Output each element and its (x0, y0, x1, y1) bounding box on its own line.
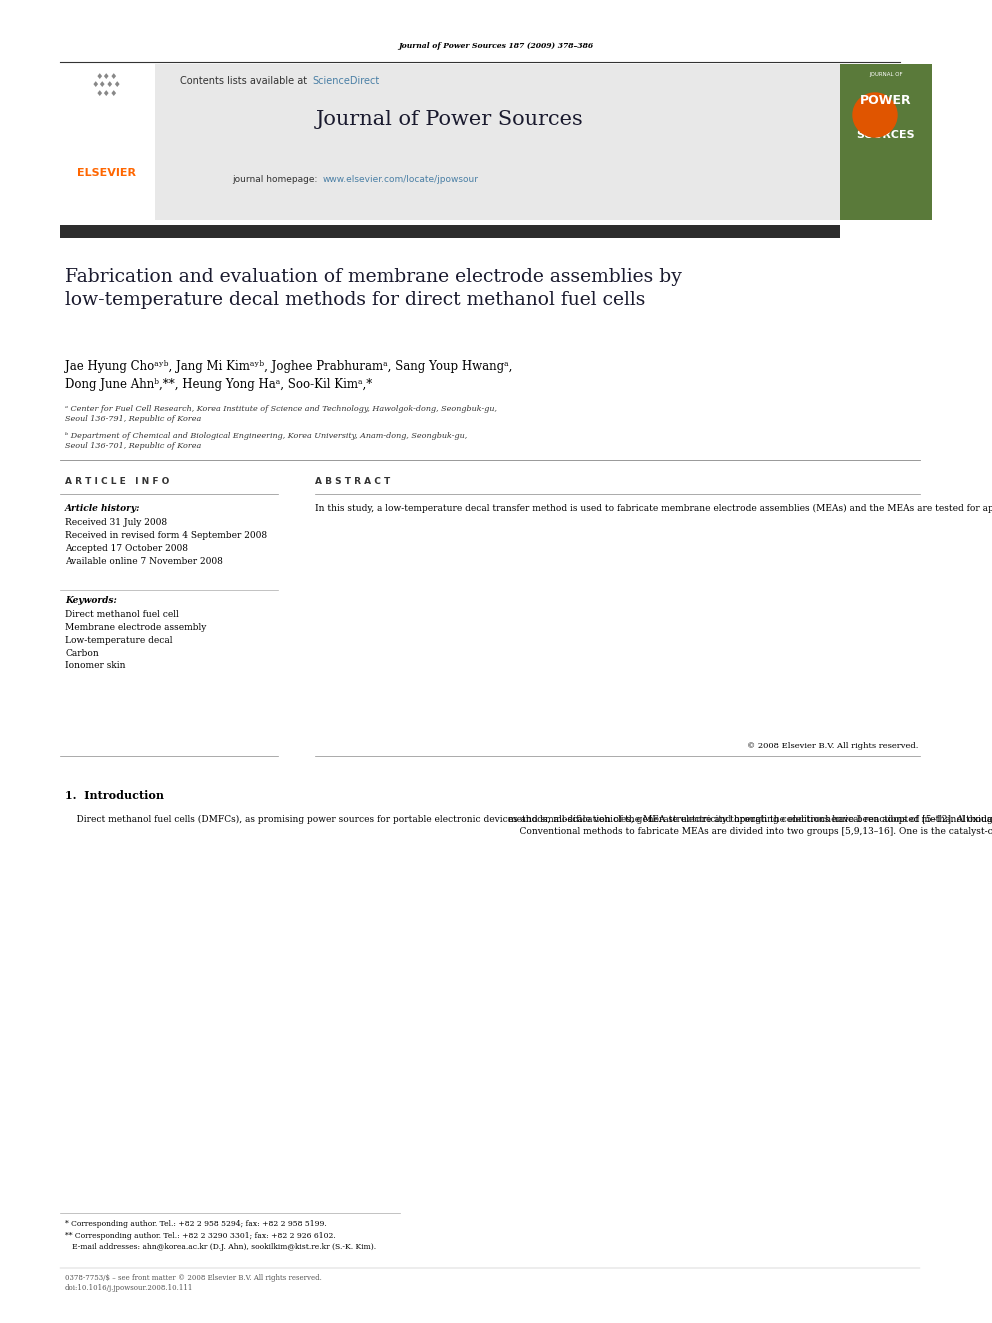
Text: Keywords:: Keywords: (65, 595, 117, 605)
Text: SOURCES: SOURCES (857, 130, 916, 140)
Text: methods, modification of the MEA structure and operating conditions have been ad: methods, modification of the MEA structu… (508, 815, 992, 836)
Text: In this study, a low-temperature decal transfer method is used to fabricate memb: In this study, a low-temperature decal t… (315, 504, 992, 513)
Text: Article history:: Article history: (65, 504, 141, 513)
Bar (840, 64, 932, 220)
Text: ᵃ Center for Fuel Cell Research, Korea Institute of Science and Technology, Hawo: ᵃ Center for Fuel Cell Research, Korea I… (65, 405, 497, 423)
Bar (60, 64, 155, 220)
Text: Direct methanol fuel cell
Membrane electrode assembly
Low-temperature decal
Carb: Direct methanol fuel cell Membrane elect… (65, 610, 206, 671)
Text: Received 31 July 2008
Received in revised form 4 September 2008
Accepted 17 Octo: Received 31 July 2008 Received in revise… (65, 519, 267, 565)
Text: ᵇ Department of Chemical and Biological Engineering, Korea University, Anam-dong: ᵇ Department of Chemical and Biological … (65, 433, 467, 450)
Text: ** Corresponding author. Tel.: +82 2 3290 3301; fax: +82 2 926 6102.
   E-mail a: ** Corresponding author. Tel.: +82 2 329… (65, 1232, 376, 1250)
Text: ♦♦♦
♦♦♦♦
♦♦♦: ♦♦♦ ♦♦♦♦ ♦♦♦ (92, 71, 122, 98)
Text: 0378-7753/$ – see front matter © 2008 Elsevier B.V. All rights reserved.
doi:10.: 0378-7753/$ – see front matter © 2008 El… (65, 1274, 321, 1293)
Text: 1.  Introduction: 1. Introduction (65, 790, 164, 800)
Text: POWER: POWER (860, 94, 912, 107)
Text: Jae Hyung Choᵃʸᵇ, Jang Mi Kimᵃʸᵇ, Joghee Prabhuramᵃ, Sang Youp Hwangᵃ,: Jae Hyung Choᵃʸᵇ, Jang Mi Kimᵃʸᵇ, Joghee… (65, 360, 513, 373)
Text: ScienceDirect: ScienceDirect (312, 75, 379, 86)
Text: A R T I C L E   I N F O: A R T I C L E I N F O (65, 478, 170, 486)
Text: Journal of Power Sources: Journal of Power Sources (316, 110, 584, 130)
Bar (60, 225, 840, 238)
Text: journal homepage:: journal homepage: (232, 175, 320, 184)
Bar (60, 64, 840, 220)
Text: * Corresponding author. Tel.: +82 2 958 5294; fax: +82 2 958 5199.: * Corresponding author. Tel.: +82 2 958 … (65, 1220, 326, 1228)
Text: www.elsevier.com/locate/jpowsour: www.elsevier.com/locate/jpowsour (323, 175, 479, 184)
Text: A B S T R A C T: A B S T R A C T (315, 478, 390, 486)
Text: Contents lists available at: Contents lists available at (180, 75, 310, 86)
Text: Journal of Power Sources 187 (2009) 378–386: Journal of Power Sources 187 (2009) 378–… (399, 42, 593, 50)
Circle shape (853, 93, 897, 138)
Text: Dong June Ahnᵇ,**, Heung Yong Haᵃ, Soo-Kil Kimᵃ,*: Dong June Ahnᵇ,**, Heung Yong Haᵃ, Soo-K… (65, 378, 372, 392)
Text: JOURNAL OF: JOURNAL OF (869, 71, 903, 77)
Text: © 2008 Elsevier B.V. All rights reserved.: © 2008 Elsevier B.V. All rights reserved… (747, 742, 918, 750)
Text: ELSEVIER: ELSEVIER (77, 168, 137, 179)
Text: Fabrication and evaluation of membrane electrode assemblies by
low-temperature d: Fabrication and evaluation of membrane e… (65, 269, 682, 308)
Text: Direct methanol fuel cells (DMFCs), as promising power sources for portable elec: Direct methanol fuel cells (DMFCs), as p… (65, 815, 992, 824)
